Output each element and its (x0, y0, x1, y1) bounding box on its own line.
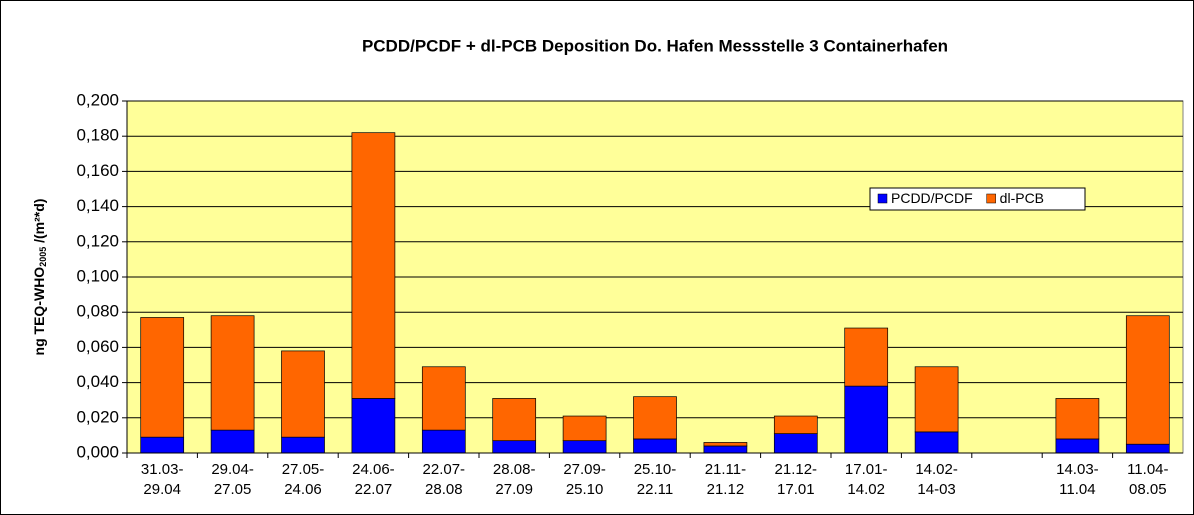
x-tick-label: 25.10 (566, 481, 604, 498)
bar-segment (1055, 398, 1100, 440)
bar-segment (914, 431, 959, 454)
legend-swatch (986, 193, 996, 204)
y-label-text: ng TEQ-WHO (31, 267, 47, 356)
x-tick-label: 21.12 (707, 481, 745, 498)
x-tick-label: 31.03- (141, 461, 184, 478)
x-tick-label: 27.05- (282, 461, 325, 478)
x-tick-label: 24.06 (284, 481, 322, 498)
y-tick-label: 0,200 (76, 90, 119, 109)
bar-segment (633, 396, 677, 440)
x-tick-label: 25.10- (634, 461, 677, 478)
bar-segment (281, 350, 325, 438)
bar-segment (351, 132, 396, 399)
y-tick-label: 0,000 (76, 442, 119, 461)
x-tick-label: 22.07 (355, 481, 393, 498)
x-tick-label: 08.05 (1129, 481, 1167, 498)
bar-segment (844, 327, 889, 387)
y-tick-label: 0,040 (76, 372, 119, 391)
x-tick-label: 22.07- (423, 461, 466, 478)
x-tick-label: 27.05 (214, 481, 252, 498)
legend-swatch (877, 193, 888, 204)
bar-segment (1125, 443, 1170, 454)
bar-segment (914, 366, 959, 433)
chart-title: PCDD/PCDF + dl-PCB Deposition Do. Hafen … (362, 36, 948, 55)
bar-segment (492, 398, 537, 442)
x-tick-label: 14.02- (915, 461, 958, 478)
y-tick-label: 0,120 (76, 231, 119, 250)
x-tick-label: 17.01 (777, 481, 815, 498)
bar-segment (562, 415, 607, 442)
x-tick-label: 17.01- (845, 461, 888, 478)
bar-segment (140, 317, 185, 438)
bar-segment (633, 438, 677, 454)
legend-box (869, 187, 1086, 211)
x-tick-label: 21.12- (775, 461, 818, 478)
x-tick-label: 27.09 (495, 481, 533, 498)
bar-segment (773, 433, 818, 454)
bar-segment (421, 366, 466, 431)
legend-label: dl-PCB (1000, 190, 1044, 206)
x-tick-label: 11.04 (1059, 481, 1095, 498)
bar-segment (773, 415, 818, 434)
y-tick-label: 0,160 (76, 161, 119, 180)
y-tick-label: 0,060 (76, 337, 119, 356)
x-tick-label: 14.03- (1056, 461, 1099, 478)
y-tick-label: 0,140 (76, 196, 119, 215)
bar-segment (844, 385, 889, 454)
bar-segment (562, 440, 607, 454)
y-tick-label: 0,100 (76, 266, 119, 285)
x-tick-label: 29.04 (143, 481, 181, 498)
bar-segment (1125, 315, 1170, 445)
x-tick-label: 27.09- (563, 461, 606, 478)
bar-segment (1055, 438, 1100, 454)
x-tick-label: 14.02 (847, 481, 885, 498)
x-tick-label: 28.08- (493, 461, 536, 478)
y-label-subscript: 2005 (38, 247, 48, 267)
bar-segment (421, 429, 466, 454)
x-tick-label: 14-03 (917, 481, 955, 498)
bar-segment (210, 429, 255, 454)
x-tick-label: 28.08 (425, 481, 463, 498)
y-label-suffix: /(m²*d) (31, 199, 47, 247)
legend-label: PCDD/PCDF (891, 190, 973, 206)
x-tick-label: 11.04- (1127, 461, 1168, 478)
y-axis-label: ng TEQ-WHO2005 /(m²*d) (31, 199, 49, 356)
bar-segment (210, 315, 255, 431)
y-tick-label: 0,020 (76, 407, 119, 426)
bar-segment (703, 445, 748, 454)
bar-segment (703, 442, 748, 447)
bar-segment (140, 436, 185, 454)
bar-segment (281, 436, 325, 454)
x-tick-label: 29.04- (211, 461, 254, 478)
bar-segment (351, 398, 396, 454)
x-tick-label: 24.06- (352, 461, 395, 478)
bar-segment (492, 440, 537, 454)
y-tick-label: 0,180 (76, 126, 119, 145)
y-tick-label: 0,080 (76, 302, 119, 321)
x-tick-label: 21.11- (705, 461, 746, 478)
x-tick-label: 22.11 (637, 481, 673, 498)
